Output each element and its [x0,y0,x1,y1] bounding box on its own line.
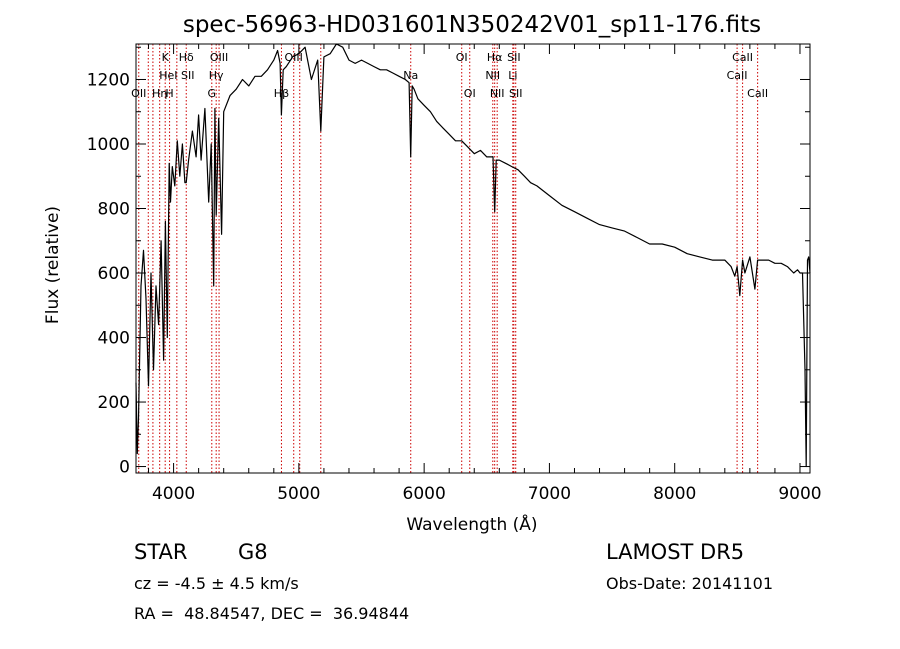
spectral-line-label: SII [509,87,522,100]
spectral-line-markers [138,44,759,473]
y-axis: 0 200 400 600 800 1000 1200 [87,46,810,478]
y-tick-label: 1000 [87,135,130,155]
spectral-line-label: NII [490,87,505,100]
spectral-line-label: Hγ [209,69,224,82]
x-tick-label: 9000 [778,484,821,504]
spectral-line-label: OII [131,87,146,100]
y-tick-label: 800 [98,200,130,220]
spectral-line-label: CaII [747,87,768,100]
spectral-line-label: OIII [210,51,228,64]
y-tick-label: 1200 [87,70,130,90]
spectral-line-label: SII [507,51,520,64]
plot-frame [135,43,811,474]
spectral-line-label: OI [456,51,468,64]
x-tick-label: 5000 [277,484,320,504]
spectral-line-label: NII [485,69,500,82]
obs-date: Obs-Date: 20141101 [606,574,774,593]
spectral-line-label: Hη [152,87,167,100]
spectrum-line [135,43,811,468]
x-axis: 4000 5000 6000 7000 8000 9000 [148,44,822,504]
survey-name: LAMOST DR5 [606,540,745,564]
spectral-line-label: H [165,87,173,100]
x-tick-label: 4000 [152,484,195,504]
y-tick-label: 600 [98,264,130,284]
spectrum-series [135,43,811,468]
y-tick-label: 200 [98,393,130,413]
x-tick-label: 6000 [403,484,446,504]
y-tick-label: 400 [98,329,130,349]
spectral-line-label: CaII [727,69,748,82]
coordinates: RA = 48.84547, DEC = 36.94844 [134,604,410,623]
y-tick-label: 0 [119,458,130,478]
object-class: STAR [134,540,188,564]
spectral-line-label: CaII [732,51,753,64]
spectral-line-label: Hδ [179,51,194,64]
y-axis-label: Flux (relative) [43,206,63,324]
spectral-line-label: HeI SII [159,69,194,82]
spectral-line-label: G [208,87,217,100]
x-tick-label: 7000 [528,484,571,504]
spectral-line-label: Na [403,69,418,82]
x-axis-label: Wavelength (Å) [406,513,537,535]
redshift-text: cz = -4.5 ± 4.5 km/s [134,574,299,593]
spectral-line-label: OI [464,87,476,100]
spectral-line-label: K [162,51,170,64]
object-subclass: G8 [238,540,268,564]
spectral-line-label: Li [508,69,517,82]
spectral-line-label: Hα [487,51,503,64]
x-tick-label: 8000 [653,484,696,504]
chart-title: spec-56963-HD031601N350242V01_sp11-176.f… [183,12,761,38]
